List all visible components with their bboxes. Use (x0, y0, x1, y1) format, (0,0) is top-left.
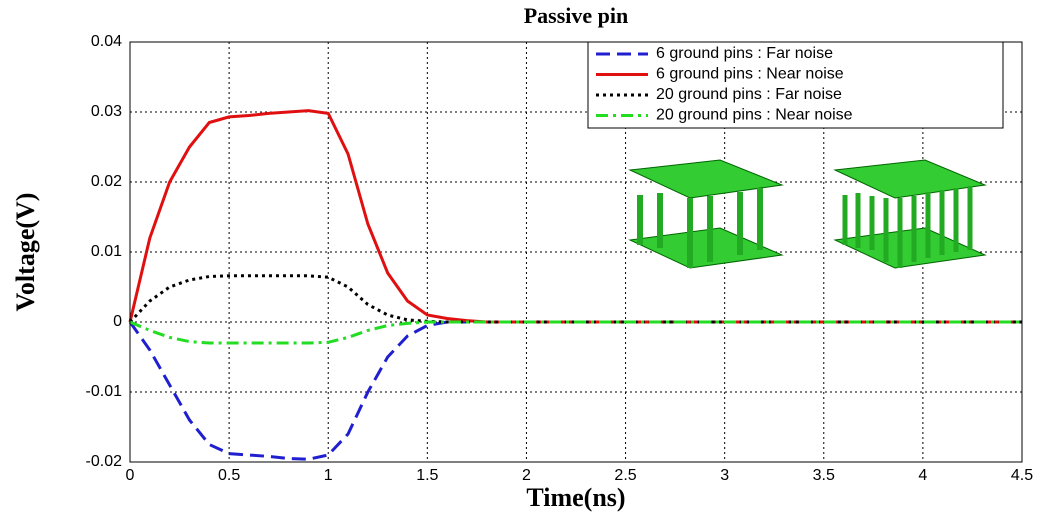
x-tick-label: 0.5 (218, 467, 240, 484)
x-tick-label: 3.5 (813, 467, 835, 484)
legend-label: 6 ground pins : Far noise (656, 45, 833, 62)
x-tick-label: 4 (918, 467, 927, 484)
x-axis-label: Time(ns) (526, 483, 625, 512)
x-tick-label: 3 (720, 467, 729, 484)
x-tick-label: 4.5 (1011, 467, 1033, 484)
legend-label: 20 ground pins : Far noise (656, 86, 842, 103)
x-tick-label: 1 (324, 467, 333, 484)
y-tick-label: -0.02 (86, 453, 123, 470)
y-tick-label: 0.02 (91, 173, 122, 190)
x-tick-label: 2.5 (614, 467, 636, 484)
y-tick-label: 0.03 (91, 103, 122, 120)
y-tick-label: 0.01 (91, 243, 122, 260)
lines (130, 111, 1022, 460)
line-series (130, 276, 1022, 322)
legend-label: 20 ground pins : Near noise (656, 107, 853, 124)
legend: 6 ground pins : Far noise 6 ground pins :… (588, 42, 1003, 128)
legend-label: 6 ground pins : Near noise (656, 66, 844, 83)
y-tick-label: -0.01 (86, 383, 123, 400)
y-tick-label: 0.04 (91, 33, 122, 50)
chart-title: Passive pin (524, 3, 629, 28)
x-tick-label: 2 (522, 467, 531, 484)
chart: Passive pin Time(ns) Voltage(V) 6 ground… (0, 0, 1044, 519)
x-tick-label: 1.5 (416, 467, 438, 484)
line-series (130, 322, 1022, 343)
x-tick-label: 0 (126, 467, 135, 484)
line-series (130, 322, 1022, 459)
y-tick-label: 0 (113, 313, 122, 330)
inset-images (630, 160, 985, 268)
inset-plate (835, 160, 985, 198)
y-axis-label: Voltage(V) (11, 193, 40, 312)
